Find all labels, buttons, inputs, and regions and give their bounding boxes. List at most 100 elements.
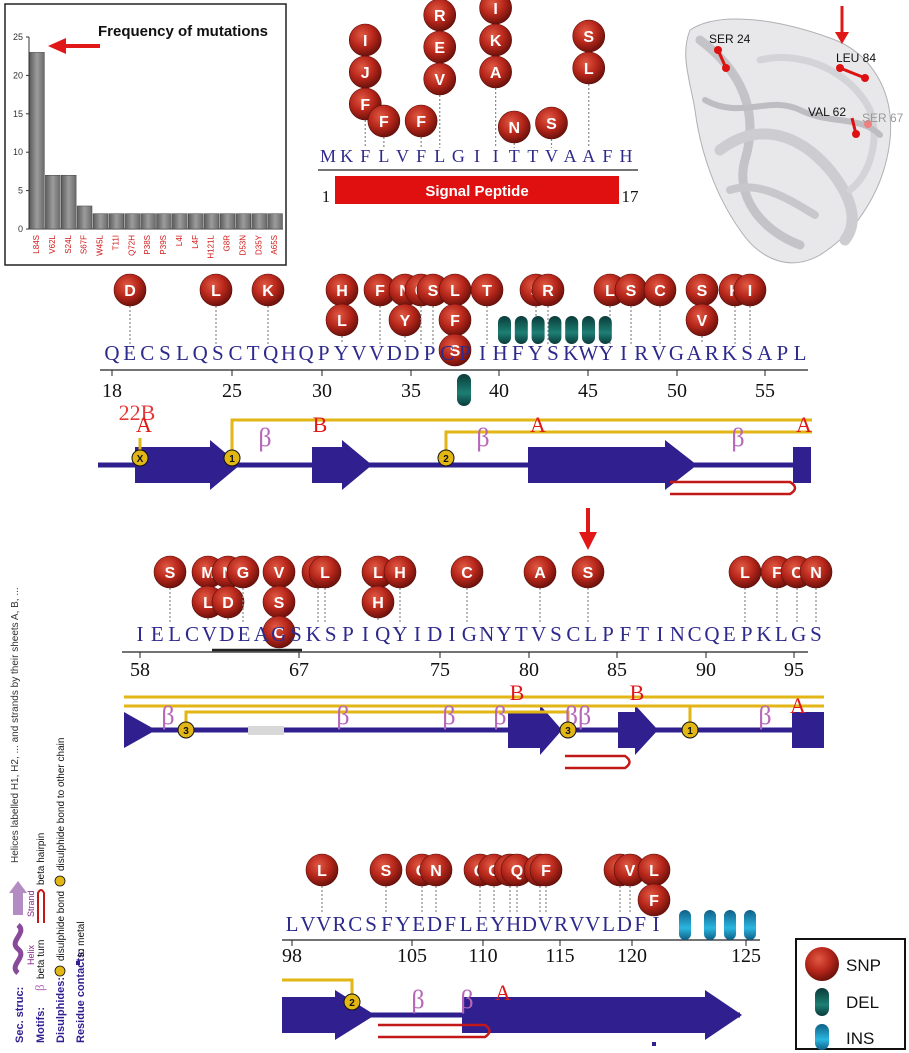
ruler-label: 40	[489, 380, 509, 402]
residue: Q	[263, 341, 278, 365]
snp-letter: L	[317, 863, 327, 880]
beta-turn-label: β	[476, 423, 489, 452]
residue: M	[320, 146, 336, 166]
residue: R	[634, 341, 648, 365]
strand-icon	[9, 881, 27, 915]
snp-ball	[153, 555, 187, 589]
bar-T11I	[108, 213, 124, 230]
residue: A	[757, 341, 773, 365]
sheet-label: A	[530, 412, 546, 437]
x-tick-label: D53N	[238, 235, 247, 256]
residue: G	[669, 341, 684, 365]
residue: C	[140, 341, 154, 365]
beta-turn-label: β	[258, 423, 271, 452]
snp-ball	[383, 555, 417, 589]
snp-ball	[262, 615, 296, 649]
snp-ball	[367, 104, 401, 138]
y-tick-label: 20	[13, 70, 23, 80]
svg-text:LEU 84: LEU 84	[836, 51, 876, 65]
topology-row-3	[282, 978, 742, 1046]
key-helix: Helix	[26, 944, 36, 965]
x-tick-label: S24L	[64, 234, 73, 253]
residue: H	[506, 912, 521, 936]
ruler-label: 98	[282, 945, 302, 967]
disulphide-marker	[681, 721, 699, 739]
residue: V	[396, 146, 409, 166]
snp-letter: A	[490, 65, 502, 82]
residue: S	[741, 341, 753, 365]
key-helix-note: Helices labelled H1, H2, ... and strands…	[10, 587, 21, 863]
residue: T	[509, 146, 520, 166]
snp-letter: T	[482, 283, 492, 300]
highlight-arrow	[48, 38, 100, 54]
deletion-marker	[582, 316, 595, 344]
disulphide-number: X	[137, 454, 144, 465]
x-tick-label: L4I	[175, 235, 184, 246]
residue: I	[657, 622, 664, 646]
snp-letter: I	[493, 1, 497, 18]
snp-ball	[535, 106, 568, 140]
residue: P	[424, 341, 436, 365]
ruler-label: 105	[397, 945, 427, 967]
disulphide-marker	[223, 449, 241, 467]
beta-turn-label: β	[161, 701, 174, 730]
ruler-label: 18	[102, 380, 122, 402]
x-tick-label: P38S	[143, 235, 152, 255]
ruler-label: 80	[519, 659, 539, 681]
residue: D	[617, 912, 632, 936]
residue: S	[547, 341, 559, 365]
bar-D53N	[235, 213, 251, 230]
beta-turn-label: β	[336, 701, 349, 730]
strand-arrow	[618, 705, 658, 755]
key-disulphides: Disulphides:	[55, 977, 67, 1043]
residue: C	[348, 912, 362, 936]
svg-text:SER 24: SER 24	[709, 32, 751, 46]
snp-ball	[211, 585, 245, 619]
residue: A	[582, 146, 595, 166]
snp-letter: S	[583, 565, 594, 582]
snp-letter: S	[546, 116, 557, 133]
snp-ball	[571, 555, 605, 589]
key-motifs: Motifs:	[35, 1007, 47, 1043]
bar-Q72H	[124, 213, 140, 230]
sheet-label: B	[510, 680, 525, 705]
disulphide-marker	[131, 449, 149, 467]
residue: N	[479, 622, 494, 646]
residue: C	[566, 622, 580, 646]
residue: L	[794, 341, 807, 365]
snp-letter: L	[649, 863, 659, 880]
residue: P	[342, 622, 354, 646]
snp-ball	[404, 104, 438, 138]
beta-turn-label: β	[493, 701, 506, 730]
beta-turn-label: β	[411, 985, 424, 1014]
residue: T	[247, 341, 260, 365]
x-tick-label: H121L	[207, 234, 216, 258]
snp-letter: E	[434, 40, 445, 57]
residue: V	[316, 912, 331, 936]
sheet-label: B	[313, 412, 328, 437]
residue: Q	[104, 341, 119, 365]
snp-letter: D	[124, 283, 136, 300]
residue: P	[741, 622, 753, 646]
snp-ball	[733, 273, 767, 307]
legend-snp: SNP	[846, 956, 881, 975]
x-tick-label: T11I	[111, 235, 120, 250]
residue: R	[554, 912, 568, 936]
topology-row-1	[98, 418, 812, 496]
disulphide-number: 1	[229, 454, 235, 465]
deletion-markers	[498, 316, 612, 344]
insertion-marker	[724, 910, 736, 940]
snp-letter: L	[450, 283, 460, 300]
snp-letter: F	[450, 313, 460, 330]
residue: F	[444, 912, 456, 936]
ruler-label: 90	[696, 659, 716, 681]
strand-arrow	[508, 705, 562, 755]
key-disulphide-bond: disulphide bond	[56, 891, 67, 961]
residue: C	[440, 341, 454, 365]
signal-peptide-label: Signal Peptide	[425, 183, 528, 200]
residue: V	[351, 341, 366, 365]
